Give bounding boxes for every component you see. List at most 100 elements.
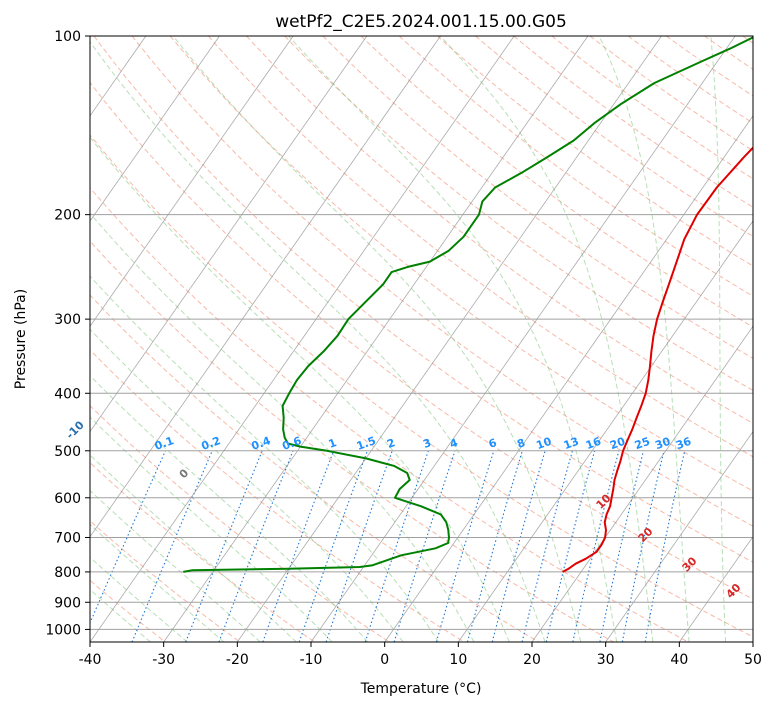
moist-adiabat-line [439,36,654,642]
x-tick-label: 20 [523,652,541,668]
y-tick-label: 600 [54,491,81,507]
isotherm-line [90,36,515,642]
mixing-ratio-label: 1 [327,436,339,451]
y-tick-label: 400 [54,386,81,402]
background-lines [0,36,753,642]
mixing-ratio-label: 10 [534,435,553,453]
mixing-ratio-label: 4 [448,436,460,451]
moist-adiabat-line [90,556,188,642]
mixing-ratio-label: 30 [653,435,672,453]
mixing-ratio-line [218,450,294,642]
x-axis-label: Temperature (°C) [360,681,482,697]
y-tick-label: 300 [54,312,81,328]
mixing-ratio-label: 36 [674,435,693,453]
x-tick-label: 50 [744,652,762,668]
profile-lines [183,36,753,573]
mixing-ratio-line [90,450,166,625]
dry-adiabat-line [90,240,614,642]
x-tick-label: 30 [597,652,615,668]
dry-adiabat-line [90,81,753,600]
dry-adiabat-line [360,36,753,328]
x-tick-label: -10 [300,652,323,668]
mixing-ratio-line [185,450,263,642]
plot-area [90,36,753,642]
axes: -40 -30 -20 -10 0 10 20 30 40 5010020030040050060… [45,29,762,668]
y-tick-label: 100 [54,29,81,45]
mixing-ratio-label: 0.2 [200,434,223,453]
x-tick-label: 0 [380,652,389,668]
moist-adiabat-line [90,416,333,642]
dewpoint-profile-line [183,36,753,573]
temperature-profile-line [562,146,753,573]
isotherm-line [90,36,368,433]
mixing-ratio-label: 20 [608,435,627,453]
dry-adiabat-line [284,36,753,392]
dry-adiabat-line [93,36,753,563]
isotherm-line [90,36,220,222]
dry-adiabat-line [551,36,753,180]
dry-adiabat-line [475,36,753,237]
mixing-ratio-label: 1.5 [355,434,378,453]
mixing-ratio-label: 0.6 [280,434,303,453]
moist-adiabat-line [90,275,439,642]
mixing-ratio-label: 0.4 [250,434,273,453]
y-axis-label: Pressure (hPa) [13,289,29,389]
dry-adiabat-line [398,36,753,297]
x-tick-label: -30 [152,652,175,668]
moist-adiabat-line [598,36,690,642]
dry-adiabat-line [90,349,465,642]
isotherm-line [90,36,441,538]
mixing-ratio-line [435,450,495,642]
mixing-ratio-line [521,450,573,642]
x-tick-label: -20 [226,652,249,668]
moist-adiabat-line [90,589,151,642]
moist-adiabat-line [288,36,618,642]
mixing-ratio-label: 2 [385,436,397,451]
mixing-ratio-label: 6 [487,436,499,451]
moist-adiabat-line [90,40,546,642]
mixing-ratio-label: 3 [421,436,433,451]
dry-adiabat-line [90,186,689,642]
isotherm-line [0,36,72,642]
moist-adiabat-line [90,523,225,642]
y-tick-label: 1000 [45,622,81,638]
moist-adiabat-line [90,454,297,642]
moist-adiabat-line [710,36,727,642]
mixing-ratio-label: 16 [584,435,603,453]
isotherm-line [163,36,589,642]
mixing-ratio-line [545,450,596,642]
y-tick-label: 900 [54,595,81,611]
moist-adiabat-line [90,136,510,642]
moist-adiabat-line [90,374,369,642]
isotherm-line [752,641,753,642]
plot-frame [89,35,754,643]
isotherm-line [678,536,753,642]
mixing-ratio-line [364,450,429,642]
isotherm-line [236,36,662,642]
isotherm-line [90,36,294,327]
moist-adiabat-line [90,212,475,642]
mixing-ratio-line [599,450,645,642]
x-tick-label: -40 [79,652,102,668]
isotherm-line [310,36,736,642]
isotherm-line [605,430,753,642]
dry-adiabat-line [322,36,753,359]
mixing-ratio-label: 13 [562,435,581,452]
mixing-ratio-line [325,450,393,642]
dry-adiabat-line [90,134,753,638]
mixing-ratio-label: 0.1 [153,434,176,453]
y-tick-label: 800 [54,565,81,581]
plot-background [90,36,753,642]
x-tick-label: 10 [449,652,467,668]
dry-adiabat-line [90,520,241,642]
mixing-ratio-line [262,450,335,642]
y-tick-label: 200 [54,208,81,224]
chart-title: wetPf2_C2E5.2024.001.15.00.G05 [275,12,567,32]
mixing-ratio-line [466,450,523,642]
dry-adiabat-label: -10 [64,418,87,441]
y-tick-label: 700 [54,531,81,547]
x-tick-label: 40 [670,652,688,668]
mixing-ratio-line [298,450,368,642]
mixing-ratio-label: 25 [633,435,652,452]
